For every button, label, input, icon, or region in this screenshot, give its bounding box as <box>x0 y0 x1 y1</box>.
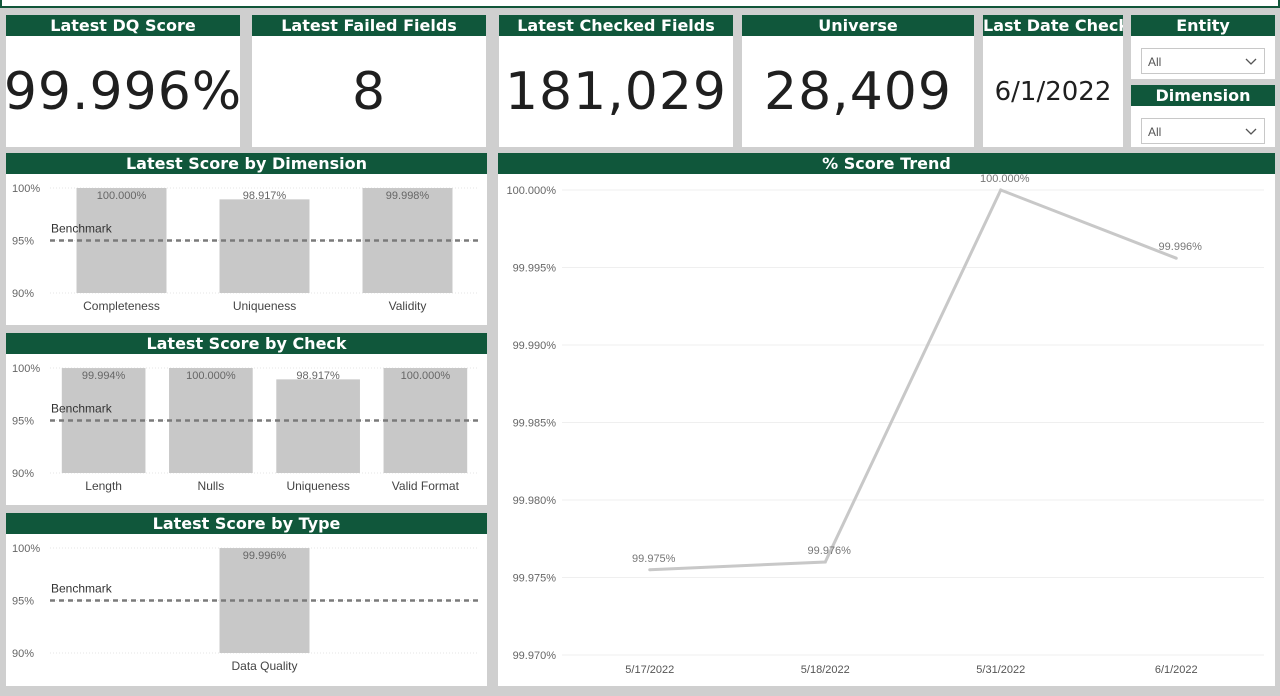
line-chart-score-trend: 99.970% 99.975% 99.980% 99.985% 99.990% 99.99… <box>506 174 1264 676</box>
x-tick-label: 5/17/2022 <box>625 664 674 676</box>
y-tick-label: 90% <box>12 468 34 480</box>
y-tick-label: 90% <box>12 288 34 300</box>
chart-title: % Score Trend <box>498 153 1275 174</box>
y-tick-label: 90% <box>12 648 34 660</box>
chart-panel-by-dimension: Latest Score by Dimension 90% 95% 100% 100.… <box>6 153 487 325</box>
data-label: 99.998% <box>386 190 430 202</box>
chevron-down-icon <box>1244 49 1258 83</box>
x-tick-label: Length <box>85 479 122 493</box>
data-label: 98.917% <box>296 370 340 382</box>
y-tick-label: 99.970% <box>513 650 557 662</box>
bar-chart-by-type: 90% 95% 100% 99.996% Data Quality Benchmark <box>12 543 479 673</box>
data-point <box>1174 256 1178 260</box>
y-tick-label: 100% <box>12 363 40 375</box>
data-label: 100.000% <box>186 370 236 382</box>
data-label: 99.996% <box>243 550 287 562</box>
top-bar <box>0 0 1280 8</box>
bar-chart-by-dimension: 90% 95% 100% 100.000% Completeness 98.917% Uni… <box>12 183 479 313</box>
dimension-dropdown[interactable]: All <box>1141 118 1265 144</box>
y-tick-label: 95% <box>12 416 34 428</box>
y-tick-label: 100% <box>12 183 40 195</box>
bar <box>219 199 310 293</box>
data-label: 99.994% <box>82 370 126 382</box>
kpi-card-last-date: Last Date Check 6/1/2022 <box>983 15 1123 147</box>
data-label: 99.996% <box>1159 241 1203 253</box>
chart-panel-by-check: Latest Score by Check 90% 95% 100% 99.994% L… <box>6 333 487 505</box>
kpi-card-checked-fields: Latest Checked Fields 181,029 <box>499 15 733 147</box>
bar <box>169 368 253 473</box>
chevron-down-icon <box>1244 119 1258 153</box>
kpi-title: Latest Checked Fields <box>499 15 733 36</box>
dropdown-value: All <box>1148 125 1162 139</box>
dropdown-value: All <box>1148 55 1162 69</box>
y-tick-label: 99.985% <box>513 418 557 430</box>
kpi-title: Universe <box>742 15 974 36</box>
kpi-value: 99.996% <box>3 61 243 122</box>
kpi-value: 8 <box>351 61 387 122</box>
benchmark-label: Benchmark <box>51 402 113 416</box>
slicer-title: Entity <box>1131 15 1275 36</box>
x-tick-label: Uniqueness <box>233 299 296 313</box>
x-tick-label: Validity <box>389 299 427 313</box>
x-tick-label: Completeness <box>83 299 160 313</box>
bar-chart-by-check: 90% 95% 100% 99.994% Length 100.000% Nulls 98.9… <box>12 363 479 493</box>
bar <box>276 379 360 473</box>
y-tick-label: 100.000% <box>506 185 556 197</box>
chart-title: Latest Score by Type <box>6 513 487 534</box>
chart-panel-by-type: Latest Score by Type 90% 95% 100% 99.996% Da… <box>6 513 487 686</box>
x-tick-label: Valid Format <box>392 479 460 493</box>
data-label: 99.975% <box>632 553 676 565</box>
data-label: 98.917% <box>243 190 287 202</box>
y-tick-label: 99.990% <box>513 340 557 352</box>
chart-title: Latest Score by Check <box>6 333 487 354</box>
y-tick-label: 95% <box>12 596 34 608</box>
kpi-title: Latest DQ Score <box>6 15 240 36</box>
kpi-value: 28,409 <box>764 61 952 122</box>
data-point <box>999 188 1003 192</box>
entity-slicer: Entity All <box>1131 15 1275 79</box>
kpi-value: 6/1/2022 <box>994 76 1112 107</box>
y-tick-label: 95% <box>12 236 34 248</box>
y-tick-label: 99.995% <box>513 263 557 275</box>
data-point <box>648 568 652 572</box>
benchmark-label: Benchmark <box>51 582 113 596</box>
kpi-title: Last Date Check <box>983 15 1123 36</box>
kpi-card-universe: Universe 28,409 <box>742 15 974 147</box>
entity-dropdown[interactable]: All <box>1141 48 1265 74</box>
kpi-title: Latest Failed Fields <box>252 15 486 36</box>
chart-title: Latest Score by Dimension <box>6 153 487 174</box>
dimension-slicer: Dimension All <box>1131 85 1275 147</box>
x-tick-label: Nulls <box>198 479 225 493</box>
data-point <box>823 560 827 564</box>
x-tick-label: 6/1/2022 <box>1155 664 1198 676</box>
x-tick-label: Uniqueness <box>286 479 349 493</box>
y-tick-label: 99.980% <box>513 495 557 507</box>
kpi-card-dq-score: Latest DQ Score 99.996% <box>3 15 243 147</box>
data-label: 100.000% <box>980 174 1030 185</box>
trend-line <box>649 188 1177 572</box>
slicer-title: Dimension <box>1131 85 1275 106</box>
kpi-value: 181,029 <box>504 61 728 122</box>
data-label: 100.000% <box>97 190 147 202</box>
bar <box>383 368 468 473</box>
x-tick-label: 5/18/2022 <box>801 664 850 676</box>
chart-panel-trend: % Score Trend 99.970% 99.975% 99.980% 99.98… <box>498 153 1275 686</box>
x-tick-label: 5/31/2022 <box>976 664 1025 676</box>
y-tick-label: 99.975% <box>513 573 557 585</box>
benchmark-label: Benchmark <box>51 222 113 236</box>
data-label: 99.976% <box>808 545 852 557</box>
y-tick-label: 100% <box>12 543 40 555</box>
data-label: 100.000% <box>401 370 451 382</box>
kpi-card-failed-fields: Latest Failed Fields 8 <box>252 15 486 147</box>
x-tick-label: Data Quality <box>231 659 297 673</box>
